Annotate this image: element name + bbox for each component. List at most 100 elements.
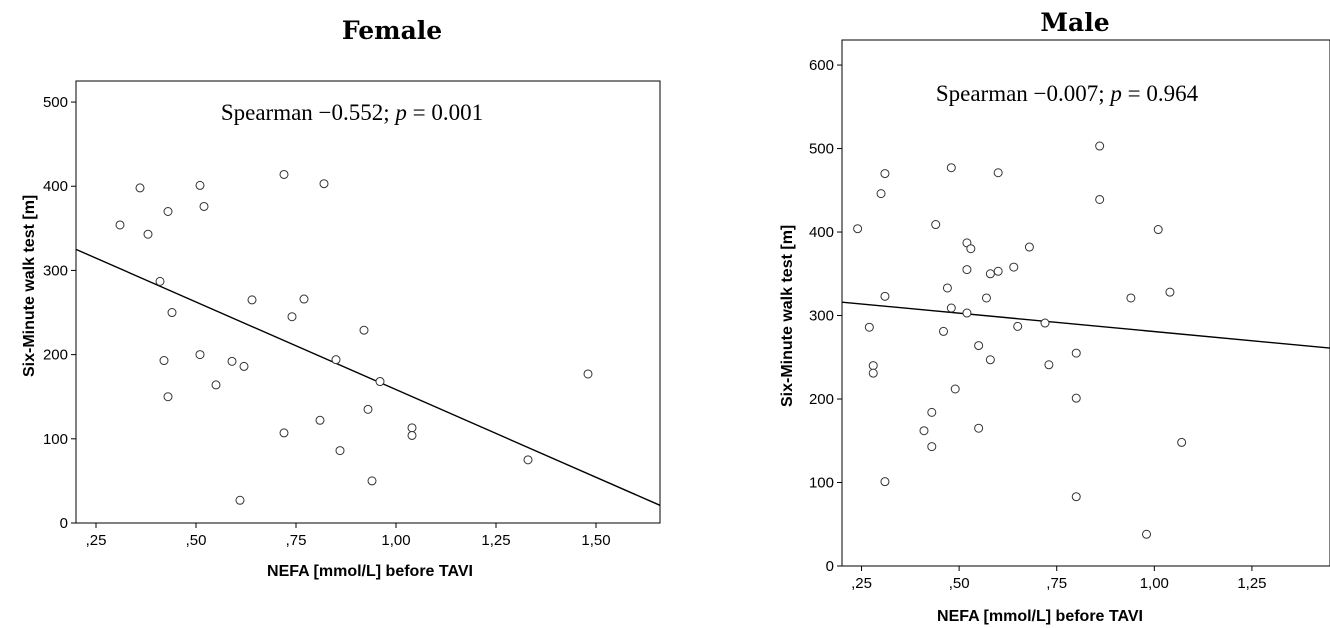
female-data-point bbox=[159, 356, 169, 366]
male-y-tick-label: 600 bbox=[809, 57, 834, 74]
female-x-axis-title: NEFA [mmol/L] before TAVI bbox=[267, 563, 473, 580]
female-data-point bbox=[279, 169, 289, 179]
male-data-point bbox=[1044, 360, 1054, 370]
female-data-point bbox=[407, 430, 417, 440]
female-y-tick-label: 400 bbox=[43, 178, 68, 195]
male-data-point bbox=[942, 283, 952, 293]
female-y-tick-label: 500 bbox=[43, 94, 68, 111]
female-data-point bbox=[315, 415, 325, 425]
female-data-point bbox=[583, 369, 593, 379]
female-y-tick-label: 100 bbox=[43, 431, 68, 448]
male-chart-title: Male bbox=[1040, 8, 1110, 37]
male-data-point bbox=[1013, 321, 1023, 331]
male-x-tick-label: ,50 bbox=[949, 575, 970, 592]
female-data-point bbox=[407, 423, 417, 433]
male-data-point bbox=[1095, 194, 1105, 204]
female-data-point bbox=[155, 276, 165, 286]
male-data-point bbox=[1095, 141, 1105, 151]
male-data-point bbox=[868, 368, 878, 378]
male-data-point bbox=[919, 426, 929, 436]
female-data-point bbox=[331, 355, 341, 365]
female-data-point bbox=[227, 356, 237, 366]
male-data-point bbox=[946, 303, 956, 313]
male-data-point bbox=[1071, 492, 1081, 502]
male-data-point bbox=[939, 326, 949, 336]
male-data-point bbox=[1142, 529, 1152, 539]
male-x-tick-label: ,25 bbox=[851, 575, 872, 592]
female-data-point bbox=[167, 308, 177, 318]
male-data-point bbox=[1040, 318, 1050, 328]
male-data-point bbox=[868, 361, 878, 371]
female-plot-frame bbox=[75, 80, 661, 524]
male-data-point bbox=[1071, 348, 1081, 358]
female-y-tick-label: 0 bbox=[60, 515, 68, 532]
female-y-tick-label: 200 bbox=[43, 347, 68, 364]
male-data-point bbox=[985, 269, 995, 279]
female-chart-title: Female bbox=[341, 16, 443, 45]
male-y-tick-label: 400 bbox=[809, 224, 834, 241]
female-data-point bbox=[319, 179, 329, 189]
male-data-point bbox=[981, 293, 991, 303]
male-data-point bbox=[985, 355, 995, 365]
female-x-tick-label: ,25 bbox=[86, 532, 107, 549]
male-data-point bbox=[962, 308, 972, 318]
female-x-tick-label: ,75 bbox=[286, 532, 307, 549]
male-data-point bbox=[1165, 287, 1175, 297]
male-data-point bbox=[1177, 437, 1187, 447]
female-x-tick-label: 1,00 bbox=[381, 532, 410, 549]
female-data-point bbox=[299, 294, 309, 304]
female-data-point bbox=[375, 377, 385, 387]
male-y-tick-label: 500 bbox=[809, 141, 834, 158]
female-data-point bbox=[335, 446, 345, 456]
male-y-tick-label: 300 bbox=[809, 308, 834, 325]
male-spearman-annotation: Spearman −0.007; p = 0.964 bbox=[936, 81, 1199, 106]
female-data-point bbox=[163, 206, 173, 216]
male-x-tick-label: ,75 bbox=[1046, 575, 1067, 592]
female-data-point bbox=[287, 312, 297, 322]
female-data-point bbox=[279, 428, 289, 438]
female-x-tick-label: 1,50 bbox=[581, 532, 610, 549]
female-data-point bbox=[199, 201, 209, 211]
male-x-tick-label: 1,00 bbox=[1140, 575, 1169, 592]
male-data-point bbox=[1153, 225, 1163, 235]
male-plot-frame bbox=[841, 39, 1330, 567]
male-x-axis-title: NEFA [mmol/L] before TAVI bbox=[937, 608, 1143, 625]
female-data-point bbox=[143, 229, 153, 239]
female-data-point bbox=[239, 361, 249, 371]
male-y-tick-label: 100 bbox=[809, 475, 834, 492]
male-y-tick-label: 0 bbox=[826, 558, 834, 575]
male-data-point bbox=[962, 265, 972, 275]
male-data-point bbox=[946, 163, 956, 173]
female-data-point bbox=[367, 476, 377, 486]
female-data-point bbox=[363, 404, 373, 414]
male-data-point bbox=[974, 341, 984, 351]
female-data-point bbox=[195, 350, 205, 360]
male-data-point bbox=[993, 266, 1003, 276]
female-spearman-annotation: Spearman −0.552; p = 0.001 bbox=[221, 100, 483, 125]
female-x-tick-label: 1,25 bbox=[481, 532, 510, 549]
male-data-point bbox=[927, 442, 937, 452]
female-x-tick-label: ,50 bbox=[186, 532, 207, 549]
male-data-point bbox=[993, 168, 1003, 178]
male-data-point bbox=[853, 224, 863, 234]
male-data-point bbox=[1024, 242, 1034, 252]
male-data-point bbox=[927, 407, 937, 417]
female-data-point bbox=[211, 380, 221, 390]
male-x-tick-label: 1,25 bbox=[1237, 575, 1266, 592]
male-data-point bbox=[880, 477, 890, 487]
male-data-point bbox=[974, 423, 984, 433]
female-data-point bbox=[195, 180, 205, 190]
male-data-point bbox=[880, 169, 890, 179]
female-data-point bbox=[523, 455, 533, 465]
female-regression-line bbox=[75, 248, 661, 506]
male-data-point bbox=[931, 220, 941, 230]
male-scatter-plot: Spearman −0.007; p = 0.964 0 100 200 300 400… bbox=[809, 39, 1330, 592]
male-data-point bbox=[864, 322, 874, 332]
female-data-point bbox=[115, 220, 125, 230]
female-data-point bbox=[235, 495, 245, 505]
male-regression-line bbox=[841, 301, 1330, 349]
female-data-point bbox=[247, 295, 257, 305]
female-data-point bbox=[359, 325, 369, 335]
male-data-point bbox=[966, 244, 976, 254]
